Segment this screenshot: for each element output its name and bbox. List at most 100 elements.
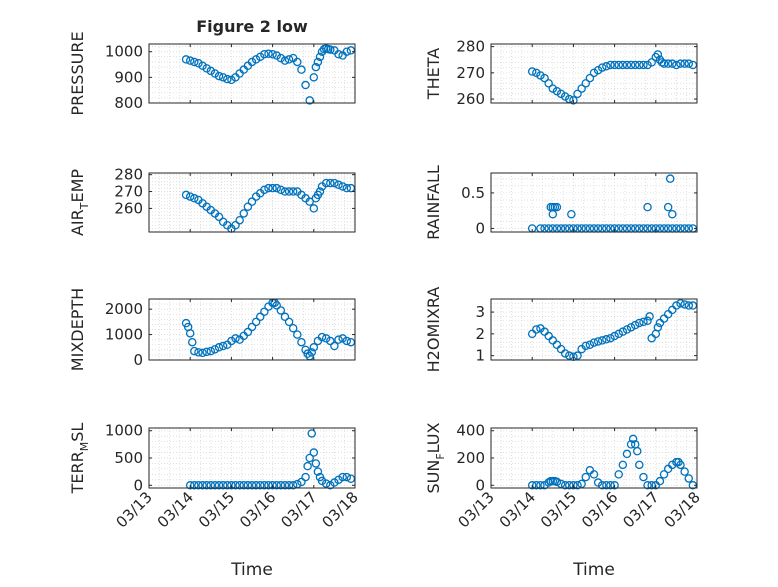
air-temp-point	[214, 212, 224, 222]
theta-point	[597, 63, 607, 72]
theta-point	[626, 60, 636, 70]
terr-msl-point	[194, 481, 203, 490]
mixdepth-point	[198, 348, 207, 358]
pressure-point	[264, 49, 273, 58]
terr-msl-point	[190, 481, 199, 490]
sun-flux-point	[639, 472, 648, 482]
h2omixra-point	[606, 333, 615, 343]
terr-msl-point	[272, 481, 281, 490]
sun-flux-point	[655, 476, 665, 486]
sun-flux-xtick-label: 03/14	[496, 488, 539, 531]
terr-msl-xtick-label: 03/16	[236, 488, 279, 531]
rainfall-plot-area	[491, 173, 697, 232]
terr-msl-point	[288, 481, 298, 490]
terr-msl-point	[218, 481, 228, 490]
air-temp-ylabel: AIRTEMP	[68, 169, 91, 236]
rainfall-point	[548, 209, 558, 219]
terr-msl-point	[202, 481, 211, 490]
h2omixra-ylabel-main: H2OMIXRA	[424, 287, 443, 373]
terr-msl-xtick-label: 03/14	[154, 488, 197, 531]
sun-flux-xtick-label: 03/13	[455, 488, 498, 531]
air-temp-point	[321, 178, 331, 188]
theta-point	[635, 60, 644, 70]
rainfall-point	[665, 174, 675, 183]
sun-flux-ylabel-rest: LUX	[424, 422, 443, 453]
h2omixra-axes-box	[490, 298, 698, 361]
rainfall-axes-box	[490, 172, 698, 233]
air-temp-point	[288, 187, 298, 196]
pressure-point	[284, 55, 294, 64]
h2omixra-point	[573, 351, 582, 360]
terr-msl-point	[206, 481, 216, 490]
pressure-axes-box	[148, 43, 356, 104]
terr-msl-point	[251, 481, 261, 490]
rainfall-point	[643, 202, 652, 212]
terr-msl-point	[276, 481, 286, 490]
h2omixra-ytick-label: 1	[475, 347, 485, 365]
theta-point	[676, 59, 685, 68]
terr-msl-ytick-label: 1000	[105, 422, 143, 440]
sun-flux-point	[552, 477, 562, 487]
terr-msl-ytick-label: 0	[133, 476, 143, 494]
rainfall-point	[552, 202, 562, 212]
theta-point	[653, 50, 663, 59]
pressure-point	[214, 71, 224, 81]
pressure-point	[181, 55, 191, 64]
pressure-point	[185, 56, 195, 65]
mixdepth-point	[231, 334, 240, 343]
sun-flux-point	[544, 478, 553, 487]
theta-ytick-label: 270	[456, 64, 485, 82]
terr-msl-point	[210, 481, 220, 490]
rainfall-point	[668, 209, 677, 219]
h2omixra-point	[680, 300, 689, 309]
mixdepth-point	[326, 336, 335, 346]
pressure-point	[334, 50, 343, 59]
pressure-point	[280, 56, 290, 65]
mixdepth-point	[288, 323, 298, 333]
air-temp-point	[284, 187, 294, 196]
mixdepth-point	[342, 336, 352, 346]
pressure-point	[313, 57, 323, 67]
sun-flux-point	[532, 481, 541, 490]
air-temp-ylabel-sub: T	[78, 202, 91, 210]
rainfall-point	[663, 202, 673, 212]
theta-ylabel: THETA	[424, 48, 443, 100]
mixdepth-point	[321, 334, 331, 343]
air-temp-point	[268, 183, 277, 193]
mixdepth-point	[338, 334, 347, 343]
mixdepth-point	[214, 343, 224, 352]
h2omixra-point	[593, 337, 603, 346]
mixdepth-point	[293, 330, 302, 339]
terr-msl-point	[223, 481, 232, 490]
sun-flux-xtick-label: 03/16	[578, 488, 621, 531]
rainfall-ytick-label: 0.5	[461, 184, 485, 202]
mixdepth-point	[218, 341, 228, 351]
pressure-ytick-label: 900	[114, 68, 143, 86]
terr-msl-ylabel-sub: M	[78, 442, 91, 452]
theta-point	[581, 79, 591, 88]
terr-msl-point	[338, 472, 347, 482]
air-temp-point	[190, 194, 199, 203]
sun-flux-point	[647, 481, 656, 490]
mixdepth-point	[330, 341, 339, 351]
air-temp-point	[346, 183, 356, 193]
air-temp-point	[276, 185, 286, 195]
mixdepth-point	[202, 347, 211, 357]
mixdepth-point	[280, 312, 290, 322]
pressure-point	[346, 46, 356, 55]
theta-ytick-label: 260	[456, 90, 485, 108]
mixdepth-point	[272, 301, 281, 310]
terr-msl-point	[311, 459, 321, 468]
mixdepth-point	[247, 322, 257, 332]
terr-msl-point	[235, 481, 244, 490]
terr-msl-point	[284, 481, 294, 490]
air-temp-point	[272, 183, 281, 193]
air-temp-point	[309, 204, 319, 213]
terr-msl-xtick-label: 03/13	[113, 488, 156, 531]
terr-msl-point	[305, 453, 314, 463]
h2omixra-point	[639, 317, 648, 327]
air-temp-point	[260, 185, 269, 195]
h2omixra-point	[610, 331, 619, 341]
terr-msl-point	[346, 474, 356, 483]
